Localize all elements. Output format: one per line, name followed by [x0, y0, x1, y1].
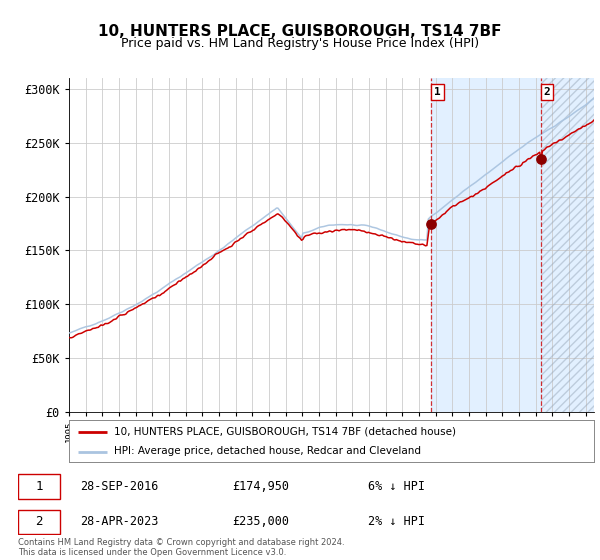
FancyBboxPatch shape	[18, 474, 60, 499]
Text: 28-SEP-2016: 28-SEP-2016	[80, 480, 158, 493]
Text: £174,950: £174,950	[232, 480, 289, 493]
Point	[536, 155, 546, 164]
Point	[426, 219, 436, 228]
Bar	[431, 78, 594, 412]
Text: Contains HM Land Registry data © Crown copyright and database right 2024.
This d: Contains HM Land Registry data © Crown c…	[18, 538, 344, 557]
Text: HPI: Average price, detached house, Redcar and Cleveland: HPI: Average price, detached house, Redc…	[113, 446, 421, 456]
Text: 10, HUNTERS PLACE, GUISBOROUGH, TS14 7BF: 10, HUNTERS PLACE, GUISBOROUGH, TS14 7BF	[98, 24, 502, 39]
Text: 2% ↓ HPI: 2% ↓ HPI	[368, 515, 425, 529]
Text: 6% ↓ HPI: 6% ↓ HPI	[368, 480, 425, 493]
Text: 1: 1	[434, 87, 441, 97]
Text: £235,000: £235,000	[232, 515, 289, 529]
Text: Price paid vs. HM Land Registry's House Price Index (HPI): Price paid vs. HM Land Registry's House …	[121, 37, 479, 50]
Text: 28-APR-2023: 28-APR-2023	[80, 515, 158, 529]
Bar	[541, 78, 594, 412]
Text: 10, HUNTERS PLACE, GUISBOROUGH, TS14 7BF (detached house): 10, HUNTERS PLACE, GUISBOROUGH, TS14 7BF…	[113, 427, 455, 437]
Text: 2: 2	[35, 515, 43, 529]
Text: 1: 1	[35, 480, 43, 493]
Text: 2: 2	[544, 87, 550, 97]
FancyBboxPatch shape	[18, 510, 60, 534]
